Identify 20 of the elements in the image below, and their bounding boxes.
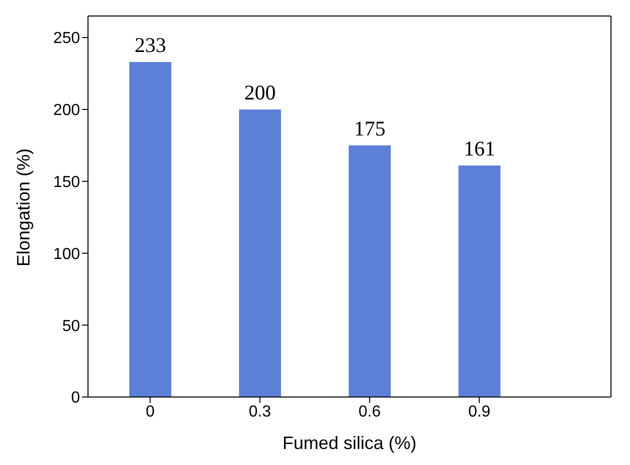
y-tick-label: 0 bbox=[71, 390, 80, 407]
y-axis-title: Elongation (%) bbox=[13, 148, 34, 266]
data-label: 175 bbox=[354, 116, 386, 140]
bar bbox=[129, 62, 172, 397]
x-tick-label: 0.9 bbox=[468, 403, 491, 420]
data-label: 200 bbox=[244, 80, 276, 104]
x-tick-label: 0 bbox=[146, 403, 155, 420]
data-label: 161 bbox=[464, 136, 496, 161]
x-tick-label: 0.6 bbox=[358, 403, 381, 420]
y-tick-label: 100 bbox=[53, 246, 80, 263]
data-label: 233 bbox=[134, 33, 166, 58]
bar bbox=[348, 145, 391, 397]
y-tick-label: 250 bbox=[53, 30, 80, 48]
y-tick-label: 200 bbox=[53, 102, 80, 120]
bar bbox=[458, 166, 500, 397]
x-axis-title: Fumed silica (%) bbox=[282, 433, 417, 453]
bar bbox=[239, 109, 282, 397]
x-tick-label: 0.3 bbox=[248, 403, 272, 420]
y-tick-label: 50 bbox=[62, 318, 80, 335]
y-tick-label: 150 bbox=[53, 174, 80, 192]
